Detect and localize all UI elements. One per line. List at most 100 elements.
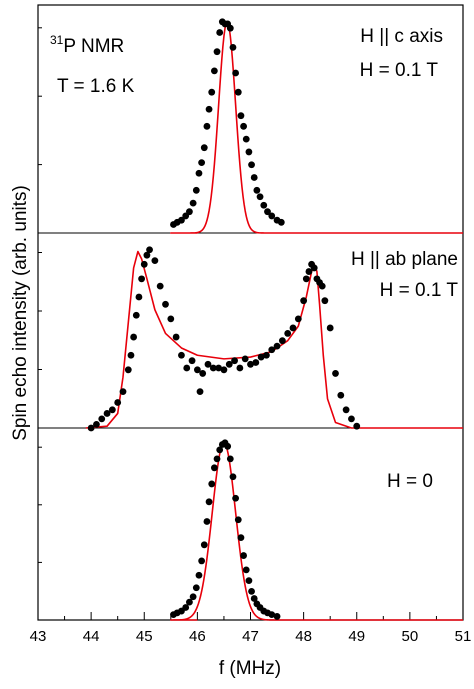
data-point	[318, 282, 326, 290]
data-point	[98, 415, 106, 423]
data-point	[208, 88, 216, 96]
plot-frame	[37, 4, 464, 621]
data-point	[268, 611, 276, 619]
data-point	[240, 122, 247, 130]
data-point	[226, 455, 234, 463]
data-point	[216, 29, 224, 36]
c-axis-orientation-label: H || c axis	[360, 26, 443, 47]
data-point	[216, 446, 224, 454]
x-axis-ticks: 43 44 45 46 47 48 49 50 51	[30, 27, 472, 645]
data-point	[236, 364, 244, 372]
nucleus-superscript: 31	[50, 33, 64, 47]
data-point	[337, 391, 345, 399]
c-axis-field-label: H = 0.1 T	[360, 60, 439, 81]
data-point	[253, 186, 261, 194]
data-point	[220, 366, 228, 374]
data-point	[240, 552, 247, 559]
data-point	[289, 324, 297, 332]
data-point	[138, 275, 145, 283]
data-point	[278, 337, 286, 345]
data-point	[332, 370, 339, 377]
temperature-label: T = 1.6 K	[57, 76, 135, 97]
data-point	[192, 584, 200, 592]
data-point	[205, 498, 213, 506]
data-point	[229, 44, 237, 51]
data-point	[196, 388, 204, 396]
data-point	[326, 324, 334, 332]
data-point	[237, 534, 245, 542]
zero-field-label: H = 0	[387, 471, 433, 492]
data-point	[189, 199, 197, 207]
data-point	[200, 541, 208, 549]
data-point	[205, 105, 213, 113]
data-point	[172, 333, 180, 341]
data-point	[215, 364, 223, 372]
data-point	[277, 218, 285, 226]
data-point	[195, 571, 203, 579]
data-point	[186, 208, 193, 216]
data-point	[250, 174, 258, 181]
data-point	[252, 359, 260, 366]
data-point	[210, 464, 218, 472]
data-point	[208, 480, 216, 488]
data-point	[305, 268, 313, 275]
data-point	[130, 333, 138, 341]
data-point	[143, 251, 151, 259]
data-point	[200, 144, 208, 152]
data-point	[209, 364, 217, 372]
x-axis-label: f (MHz)	[219, 658, 281, 679]
data-point	[226, 24, 234, 32]
data-point	[257, 353, 265, 361]
data-point	[353, 422, 361, 430]
data-point	[242, 135, 250, 143]
data-point	[192, 186, 200, 194]
x-tick-label: 43	[30, 628, 47, 645]
data-point	[263, 351, 270, 359]
data-point	[234, 88, 242, 96]
data-point	[198, 557, 206, 565]
data-point	[342, 406, 350, 414]
data-point	[224, 442, 232, 450]
data-point	[232, 494, 240, 502]
data-point	[151, 257, 159, 265]
data-point	[178, 351, 185, 359]
data-point	[268, 346, 276, 354]
x-tick-label: 46	[189, 628, 206, 645]
data-point	[242, 566, 250, 574]
data-point	[162, 300, 169, 308]
data-point	[284, 330, 292, 337]
data-point	[189, 593, 197, 601]
data-point	[210, 67, 218, 75]
data-point	[213, 455, 221, 463]
data-point	[225, 360, 233, 368]
data-point	[156, 282, 164, 290]
nucleus-label: P NMR	[63, 36, 124, 57]
data-point	[135, 293, 143, 301]
data-point	[127, 351, 135, 359]
data-point	[199, 370, 207, 377]
data-point	[256, 193, 264, 201]
data-point	[247, 360, 254, 368]
data-point	[213, 48, 221, 56]
data-point	[140, 260, 148, 268]
data-point	[234, 516, 242, 524]
data-point	[93, 420, 100, 428]
data-point	[204, 360, 212, 368]
data-point	[248, 161, 255, 169]
data-point	[198, 159, 206, 167]
x-tick-label: 47	[242, 628, 259, 645]
data-point	[87, 424, 95, 432]
data-point	[294, 315, 302, 323]
x-tick-label: 51	[455, 628, 472, 645]
ab-plane-orientation-label: H || ab plane	[351, 249, 458, 270]
data-point	[124, 366, 132, 374]
data-point	[114, 399, 122, 406]
data-point	[103, 410, 111, 417]
data-point	[273, 613, 281, 620]
data-point	[193, 366, 201, 374]
fit-curve	[170, 441, 463, 621]
data-point	[108, 406, 116, 414]
data-point	[203, 518, 211, 525]
data-point	[231, 357, 238, 365]
